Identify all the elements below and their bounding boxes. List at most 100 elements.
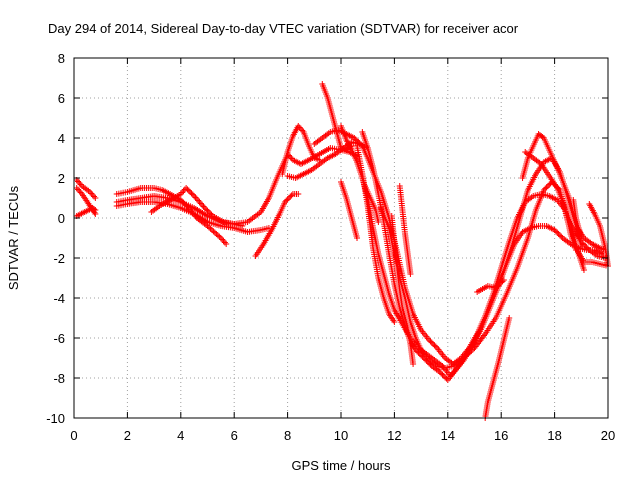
data-point: [89, 192, 96, 198]
series-track-1: [73, 177, 99, 201]
series-track-8: [252, 191, 302, 259]
data-point: [75, 186, 82, 193]
data-point: [191, 193, 198, 199]
x-axis-label: GPS time / hours: [292, 458, 391, 473]
x-tick-labels: 0 2 4 6 8 10 12 14 16 18 20: [70, 428, 615, 443]
data-point: [283, 197, 290, 204]
x-tick-label: 14: [441, 428, 455, 443]
data-point: [391, 319, 398, 325]
data-point: [221, 239, 228, 246]
data-point: [432, 343, 439, 350]
data-point: [546, 181, 553, 188]
data-point: [88, 190, 95, 197]
data-point: [183, 185, 190, 191]
data-point: [193, 196, 200, 202]
data-point: [187, 189, 194, 195]
data-point: [207, 210, 214, 217]
data-point: [494, 283, 501, 290]
data-point: [580, 241, 587, 248]
series-track-7: [148, 185, 238, 227]
data-point: [284, 196, 291, 203]
data-point: [492, 285, 499, 291]
data-point: [203, 206, 210, 213]
x-tick-label: 10: [334, 428, 348, 443]
data-point: [414, 348, 421, 355]
data-point: [358, 141, 365, 148]
data-point: [185, 187, 192, 194]
data-point: [287, 154, 294, 160]
data-point: [75, 178, 82, 185]
data-point: [197, 200, 204, 207]
y-tick-label: 8: [58, 51, 65, 66]
series-track-20: [362, 183, 382, 225]
data-point: [219, 236, 226, 243]
series-track-27: [570, 197, 585, 239]
data-point: [542, 185, 549, 192]
x-tick-label: 6: [231, 428, 238, 443]
series-track-6: [113, 199, 272, 235]
data-point: [297, 126, 304, 132]
data-point: [499, 278, 506, 285]
data-point: [442, 374, 449, 381]
data-point: [439, 371, 446, 378]
data-point: [207, 225, 214, 232]
data-point: [356, 140, 363, 147]
series-track-19: [396, 183, 414, 277]
series-track-12: [319, 81, 355, 153]
x-tick-label: 16: [494, 428, 508, 443]
y-tick-label: -2: [53, 251, 65, 266]
y-tick-label: 6: [58, 91, 65, 106]
data-point: [500, 277, 507, 283]
y-axis-label: SDTVAR / TECUs: [6, 185, 21, 290]
x-tick-label: 0: [70, 428, 77, 443]
data-point: [192, 194, 199, 201]
data-point: [436, 369, 443, 375]
data-point: [200, 203, 207, 210]
y-tick-label: -6: [53, 331, 65, 346]
data-point: [354, 137, 361, 144]
series-track-22: [474, 277, 507, 295]
y-tick-labels: 8 6 4 2 0 -2 -4 -6 -8 -10: [46, 51, 65, 426]
data-point: [415, 349, 422, 356]
y-tick-label: -4: [53, 291, 65, 306]
series-track-26: [564, 211, 587, 273]
data-point: [540, 187, 547, 193]
x-tick-label: 8: [284, 428, 291, 443]
data-point: [211, 229, 218, 236]
data-point: [355, 139, 362, 145]
data-point: [184, 186, 191, 193]
data-point: [351, 135, 358, 141]
data-point: [195, 197, 202, 204]
data-point: [543, 184, 550, 191]
data-point: [430, 341, 437, 347]
data-point: [216, 233, 223, 240]
data-point: [285, 195, 292, 201]
data-point: [287, 193, 294, 200]
data-point: [352, 136, 359, 143]
axis-ticks: [73, 57, 609, 419]
data-point: [580, 267, 587, 273]
data-point: [556, 232, 563, 239]
y-tick-label: 0: [58, 211, 65, 226]
data-point: [288, 192, 295, 199]
x-tick-label: 2: [124, 428, 131, 443]
data-point: [223, 241, 230, 247]
data-point: [407, 271, 414, 277]
x-tick-label: 18: [547, 428, 561, 443]
data-point: [410, 361, 417, 367]
data-point: [92, 195, 99, 201]
series-track-18: [388, 213, 417, 367]
data-point: [431, 342, 438, 349]
data-point: [217, 235, 224, 241]
data-point: [210, 228, 217, 235]
data-point: [554, 229, 561, 236]
data-point: [498, 279, 505, 286]
data-point: [91, 193, 98, 200]
data-point: [506, 315, 513, 321]
data-point: [551, 227, 558, 233]
data-point: [426, 337, 433, 343]
data-point: [220, 238, 227, 244]
chart-title: Day 294 of 2014, Sidereal Day-to-day VTE…: [48, 21, 519, 36]
series-track-10: [279, 123, 323, 177]
